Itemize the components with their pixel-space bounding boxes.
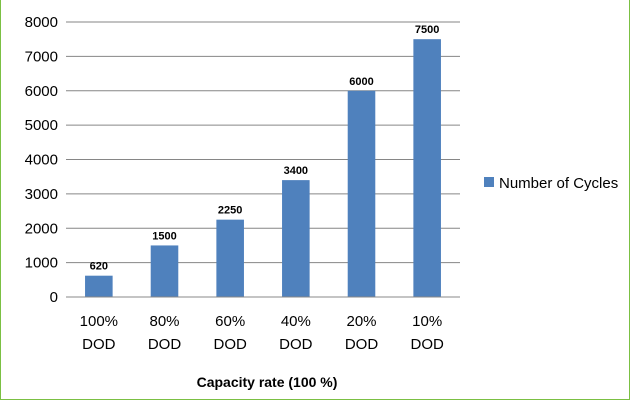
bar bbox=[216, 219, 244, 297]
y-tick-label: 7000 bbox=[25, 48, 58, 65]
x-tick-label: 40% DOD bbox=[279, 313, 313, 353]
bar bbox=[85, 275, 113, 297]
x-tick-label: 100% DOD bbox=[80, 313, 118, 353]
data-label: 3400 bbox=[284, 165, 308, 177]
y-tick-label: 1000 bbox=[25, 255, 58, 272]
y-tick-label: 4000 bbox=[25, 152, 58, 169]
data-labels: 620 1500 2250 3400 6000 7500 bbox=[90, 24, 440, 273]
y-tick-label: 0 bbox=[50, 289, 58, 306]
y-tick-label: 3000 bbox=[25, 186, 58, 203]
y-axis-tick-labels: 0 1000 2000 3000 4000 5000 6000 7000 8000 bbox=[25, 14, 58, 306]
gridlines bbox=[66, 21, 460, 264]
x-axis-tick-labels: 100% DOD 80% DOD 60% DOD 40% DOD 20% DOD 10% DOD bbox=[80, 313, 444, 353]
y-tick-label: 6000 bbox=[25, 83, 58, 100]
y-tick-label: 5000 bbox=[25, 117, 58, 134]
data-label: 1500 bbox=[152, 230, 176, 242]
x-tick-label: 80% DOD bbox=[148, 313, 182, 353]
bar bbox=[150, 245, 179, 297]
bars bbox=[85, 39, 441, 297]
x-tick-label: 20% DOD bbox=[345, 313, 379, 353]
bar bbox=[347, 90, 376, 297]
legend: Number of Cycles bbox=[484, 175, 618, 192]
data-label: 6000 bbox=[349, 76, 373, 88]
x-axis-title: Capacity rate (100 %) bbox=[197, 374, 338, 390]
data-label: 2250 bbox=[218, 205, 242, 217]
x-tick-label: 60% DOD bbox=[213, 313, 247, 353]
bar bbox=[413, 39, 441, 297]
data-label: 7500 bbox=[415, 24, 439, 36]
data-label: 620 bbox=[90, 261, 108, 273]
legend-label: Number of Cycles bbox=[499, 175, 618, 192]
y-tick-label: 2000 bbox=[25, 220, 58, 237]
y-tick-label: 8000 bbox=[25, 14, 58, 31]
bar bbox=[282, 180, 310, 297]
legend-swatch bbox=[484, 177, 494, 187]
x-tick-label: 10% DOD bbox=[410, 313, 444, 353]
